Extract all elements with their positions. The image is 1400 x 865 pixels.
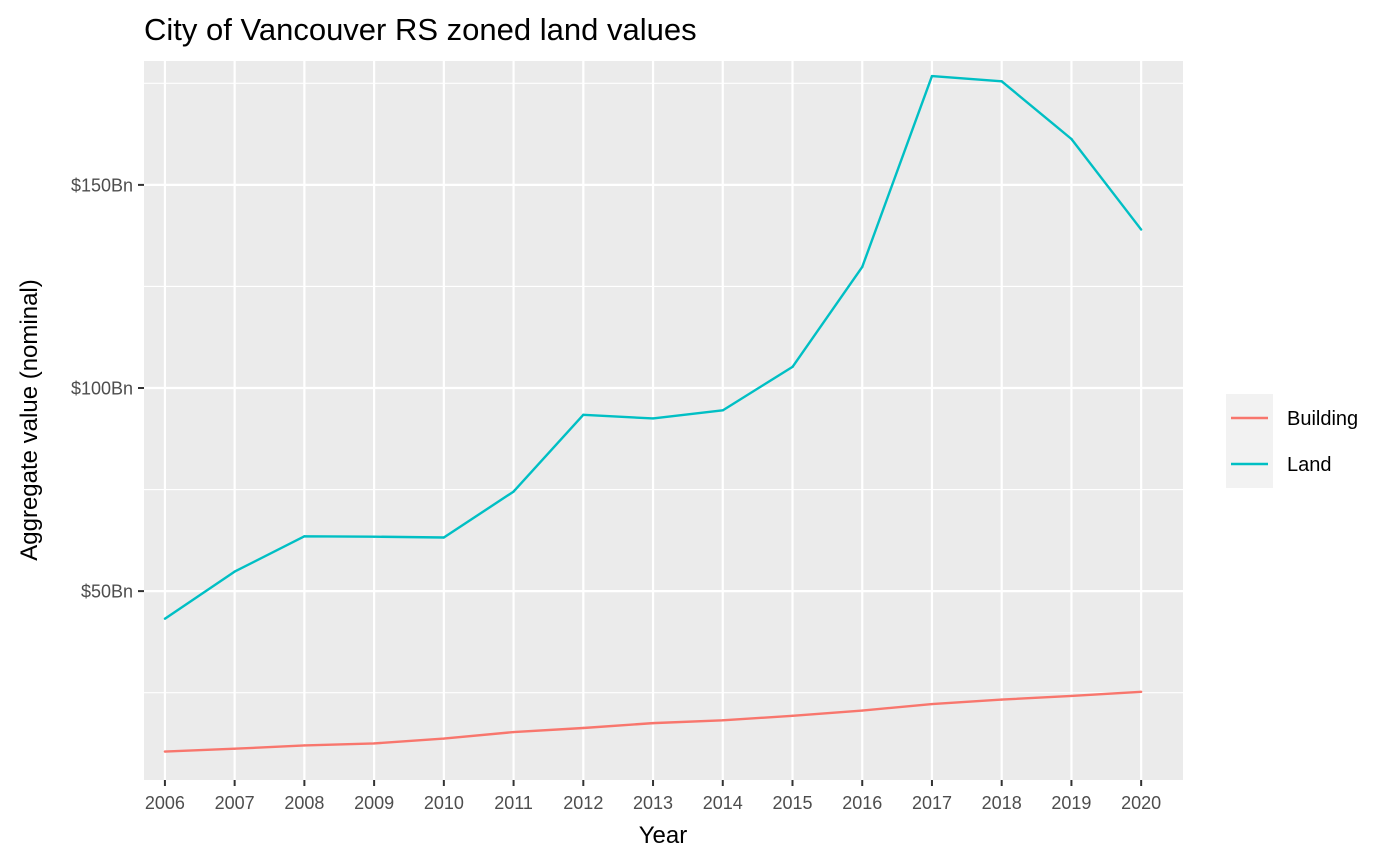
x-tick-label: 2007 — [215, 793, 255, 813]
data-point-land — [791, 365, 794, 369]
y-tick-label: $100Bn — [71, 379, 133, 399]
y-tick-label: $150Bn — [71, 175, 133, 195]
data-point-land — [163, 617, 167, 620]
legend: Building Land — [1226, 394, 1358, 488]
x-tick-label: 2018 — [982, 793, 1022, 813]
plot-panel — [144, 61, 1183, 780]
data-point-building — [163, 750, 167, 753]
minor-gridlines — [144, 82, 1183, 694]
data-point-building — [861, 709, 864, 712]
series-lines — [163, 74, 1143, 753]
legend-label-building: Building — [1287, 408, 1358, 430]
x-tick-label: 2016 — [842, 793, 882, 813]
data-point-building — [582, 726, 585, 730]
legend-label-land: Land — [1287, 454, 1332, 476]
y-axis: $50Bn $100Bn $150Bn — [71, 175, 144, 602]
data-point-land — [861, 265, 864, 269]
data-point-building — [233, 747, 236, 750]
x-tick-label: 2011 — [494, 793, 533, 813]
data-point-land — [233, 570, 236, 573]
x-tick-label: 2015 — [772, 793, 812, 813]
data-point-building — [442, 737, 446, 740]
data-point-land — [442, 536, 446, 539]
data-point-land — [1000, 80, 1003, 83]
data-point-building — [791, 714, 794, 718]
x-tick-label: 2006 — [145, 793, 185, 813]
data-point-land — [930, 74, 934, 78]
data-point-land — [721, 409, 724, 412]
x-tick-label: 2014 — [703, 793, 743, 813]
data-point-building — [1000, 698, 1003, 701]
data-point-building — [303, 744, 306, 747]
data-point-building — [930, 702, 934, 706]
data-point-land — [1139, 228, 1143, 231]
data-point-building — [1070, 694, 1073, 698]
data-point-land — [1070, 137, 1073, 141]
data-point-building — [1139, 690, 1143, 694]
x-tick-label: 2010 — [424, 793, 464, 813]
y-axis-title: Aggregate value (nominal) — [16, 279, 43, 561]
data-point-land — [651, 417, 655, 420]
data-point-building — [651, 721, 655, 725]
x-axis-title: Year — [639, 822, 688, 849]
x-axis: 2006 2007 2008 2009 2010 2011 2012 2013 2014 2015… — [145, 780, 1161, 813]
data-point-building — [512, 730, 515, 734]
data-point-building — [721, 719, 724, 722]
data-point-land — [372, 535, 376, 538]
x-tick-label: 2019 — [1051, 793, 1091, 813]
x-tick-label: 2013 — [633, 793, 673, 813]
x-tick-label: 2017 — [912, 793, 952, 813]
x-tick-label: 2008 — [284, 793, 324, 813]
data-point-land — [512, 490, 515, 493]
chart-title: City of Vancouver RS zoned land values — [144, 12, 697, 47]
data-point-land — [582, 413, 585, 417]
legend-background — [1226, 394, 1273, 488]
data-point-building — [372, 742, 376, 745]
x-tick-label: 2009 — [354, 793, 394, 813]
x-tick-label: 2020 — [1121, 793, 1161, 813]
data-point-land — [303, 535, 306, 538]
major-gridlines — [144, 61, 1183, 780]
y-tick-label: $50Bn — [81, 582, 133, 602]
x-tick-label: 2012 — [563, 793, 603, 813]
